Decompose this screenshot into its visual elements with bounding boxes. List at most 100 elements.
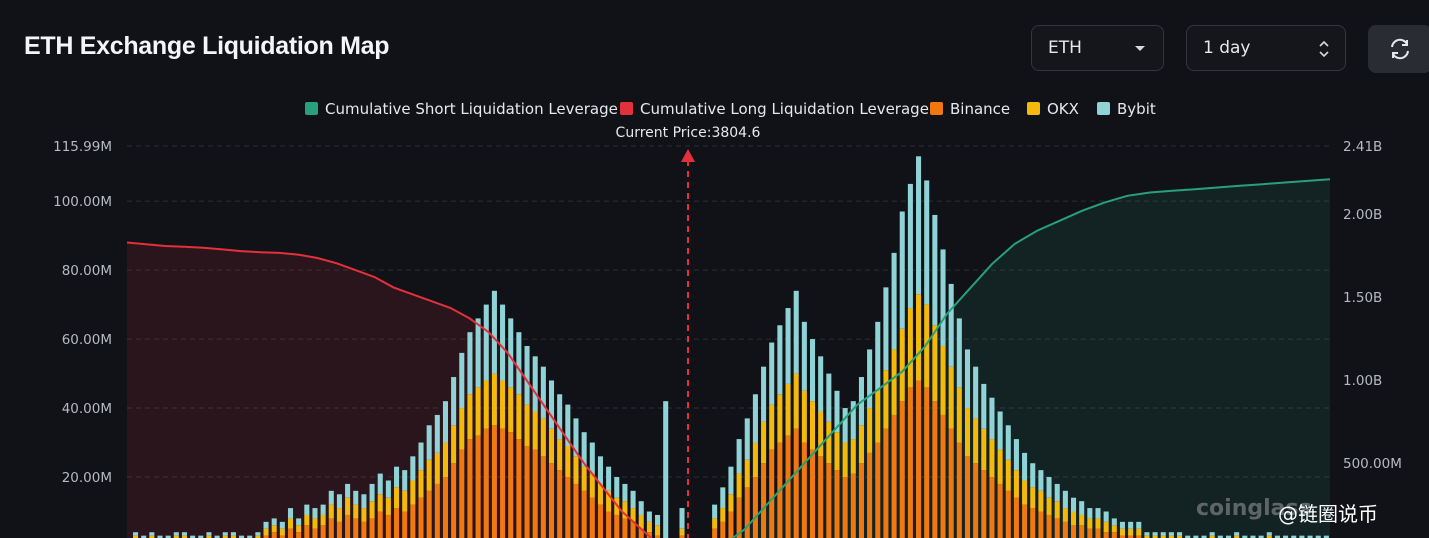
bar-bybit [1168,532,1174,536]
long-line [126,241,653,538]
bar-okx [312,518,318,529]
bar-okx [1209,535,1215,538]
bar-okx [867,408,873,453]
bar-okx [149,535,155,538]
bar-bybit [239,535,245,538]
bar-bybit [989,397,995,440]
bar-bybit [1209,532,1215,536]
bar-bybit [614,477,620,498]
bar-binance [1022,504,1028,538]
bar-okx [1070,511,1077,526]
bar-binance [516,439,522,538]
bar-bybit [336,494,342,509]
period-select[interactable]: 1 day [1186,25,1346,71]
legend-label[interactable]: Cumulative Long Liquidation Leverage [640,100,929,118]
bar-okx [1136,528,1142,536]
bar-binance [1013,497,1019,538]
bar-okx [883,370,889,429]
bar-binance [744,487,750,538]
refresh-button[interactable] [1368,25,1429,73]
bar-binance [491,425,497,538]
bar-bybit [769,342,775,405]
bar-binance [524,445,530,538]
legend-label[interactable]: Binance [950,100,1010,118]
bar-okx [573,456,579,484]
bar-okx [907,308,913,388]
bar-binance [932,401,938,538]
bar-binance [891,414,897,538]
axis-labels: 115.99M 100.00M 80.00M 60.00M 40.00M 20.00M 2.… [53,139,1402,486]
bar-bybit [646,511,652,522]
bar-binance [940,414,946,538]
bar-okx [1054,501,1060,519]
bar-okx [981,428,987,471]
legend-label[interactable]: Bybit [1117,100,1156,118]
legend-swatch [305,102,318,115]
bar-bybit [589,442,595,474]
bar-binance [451,463,457,538]
bar-okx [858,425,864,464]
bar-okx [973,418,979,464]
bar-binance [712,528,718,538]
bar-bybit [1234,532,1240,536]
bar-bybit [1160,532,1166,536]
bar-okx [964,408,971,457]
bar-bybit [1005,425,1011,460]
bar-binance [467,439,473,538]
bar-bybit [752,394,758,443]
bar-okx [1160,535,1166,538]
bar-okx [581,466,587,491]
bar-binance [263,535,269,538]
asset-select-value: ETH [1048,38,1082,58]
bar-binance [801,442,807,538]
bar-binance [483,428,489,538]
bar-bybit [394,466,400,488]
bar-bybit [1283,535,1289,538]
bar-binance [287,528,294,538]
bar-binance [948,428,954,538]
bar-okx [385,497,391,515]
bar-bybit [793,290,799,374]
bar-binance [752,477,758,538]
bar-okx [230,535,236,538]
bar-bybit [1062,490,1068,509]
bar-bybit [345,483,351,498]
bar-okx [712,518,718,529]
bar-okx [565,445,571,478]
bar-okx [483,380,489,429]
bar-okx [761,421,767,464]
bar-bybit [1299,535,1305,538]
bar-bybit [1144,532,1150,536]
bar-okx [597,483,603,505]
bar-okx [287,518,294,529]
bar-bybit [190,535,196,538]
legend-label[interactable]: Cumulative Short Liquidation Leverage [325,100,618,118]
bar-bybit [883,287,889,371]
bar-bybit [516,332,522,395]
bar-bybit [842,408,848,443]
bar-binance [328,518,334,538]
bar-bybit [1103,511,1109,522]
bar-binance [548,463,555,538]
bar-okx [394,487,400,509]
bar-binance [769,449,775,538]
asset-select[interactable]: ETH [1031,25,1164,71]
bar-okx [1046,497,1052,515]
left-axis-tick: 80.00M [62,263,112,279]
bar-bybit [818,356,824,412]
bar-binance [622,518,628,538]
bar-bybit [287,508,294,519]
bar-bybit [875,321,881,391]
legend-label[interactable]: OKX [1047,100,1079,118]
bar-bybit [630,490,636,509]
bar-okx [1103,521,1109,533]
bar-okx [916,294,922,381]
bar-binance [655,535,661,538]
bar-okx [940,345,946,415]
bar-bybit [728,466,734,495]
bar-bybit [157,535,163,538]
bar-bybit [247,535,253,538]
bar-binance [638,528,644,538]
bar-bybit [964,349,971,409]
bar-binance [377,511,383,538]
